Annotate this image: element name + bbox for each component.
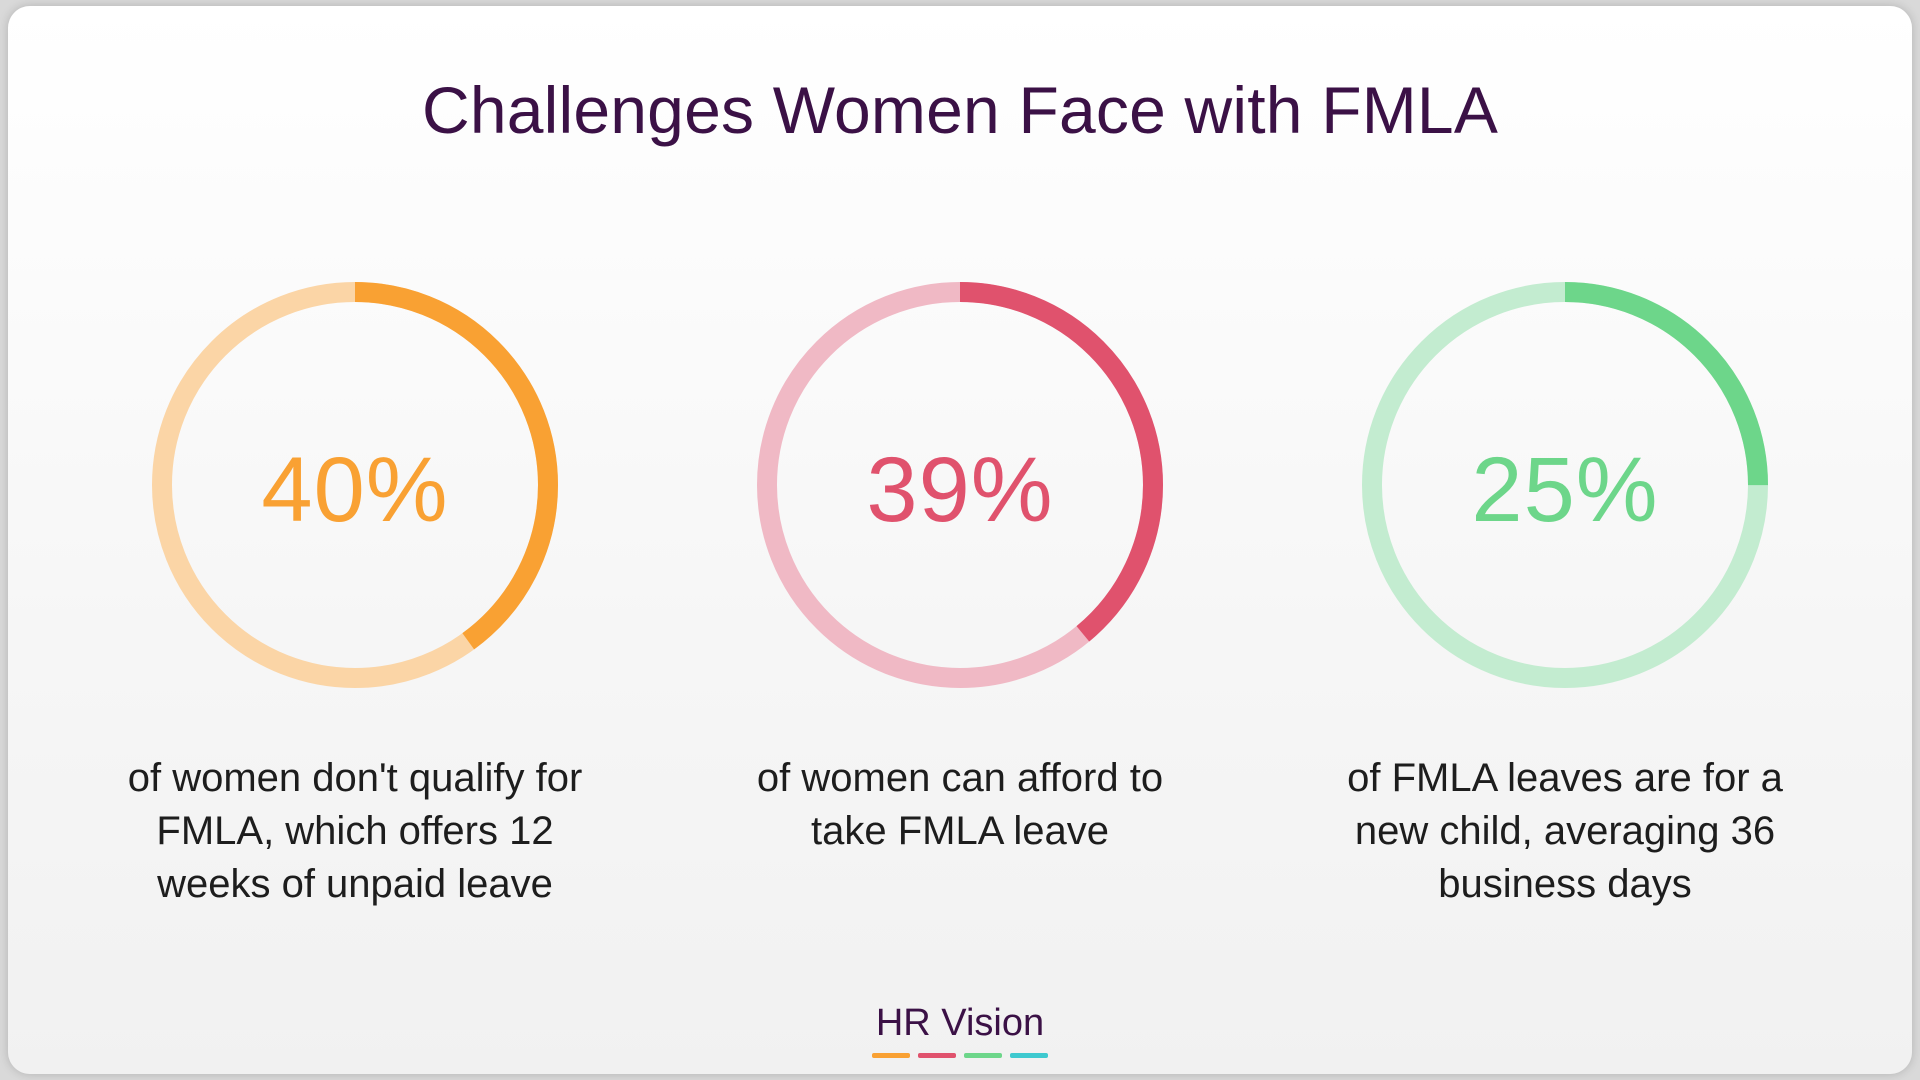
brand-bar (964, 1053, 1002, 1058)
description-line: of women can afford to (756, 756, 1164, 800)
brand-bar (918, 1053, 956, 1058)
donut-value-arc (757, 282, 1163, 688)
infographic-card (8, 6, 1912, 1074)
stat-description: of women can afford to take FMLA leave (680, 752, 1240, 858)
stat-description: of women don't qualify for FMLA, which of… (75, 752, 635, 911)
page-title: Challenges Women Face with FMLA (421, 73, 1499, 147)
brand-logo-text: HR Vision (875, 1002, 1045, 1044)
description-line: new child, averaging 36 (1354, 809, 1776, 853)
percentage-label: 25% (1471, 439, 1659, 541)
description-line: of FMLA leaves are for a (1347, 756, 1783, 800)
description-line: take FMLA leave (811, 809, 1109, 853)
donut-chart (1362, 282, 1768, 688)
donut-chart (152, 282, 558, 688)
donut-chart (757, 282, 1163, 688)
donut-value-arc (152, 282, 558, 688)
brand-bar (1010, 1053, 1048, 1058)
percentage-label: 39% (866, 439, 1054, 541)
description-line: weeks of unpaid leave (157, 862, 553, 906)
description-line: business days (1438, 862, 1692, 906)
stat-description: of FMLA leaves are for a new child, avera… (1285, 752, 1845, 911)
description-line: FMLA, which offers 12 (156, 809, 554, 853)
brand-color-bars (872, 1053, 1048, 1059)
description-line: of women don't qualify for (127, 756, 583, 800)
percentage-label: 40% (261, 439, 449, 541)
donut-value-arc (1362, 282, 1768, 688)
brand-bar (872, 1053, 910, 1058)
